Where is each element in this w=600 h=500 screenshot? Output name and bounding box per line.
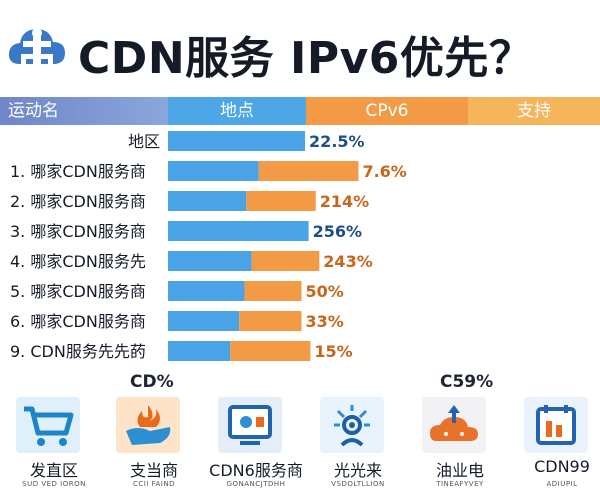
feature-card[interactable]: CDN99 ADIUPIL (512, 393, 600, 500)
bar-chart-svg: 地区 22.5% 1. 哪家CDN服务商 7.6% 2. 哪家CDN服务商 214% 3. … (10, 131, 407, 361)
bar-orange (244, 281, 302, 301)
card-sub: TINEAFYVEY (436, 480, 484, 488)
summary-right: C59% (440, 372, 494, 392)
card-sub: ADIUPIL (546, 480, 578, 488)
bar-blue (168, 191, 247, 211)
feature-card[interactable]: CDN6服务商 GONANCJTDHH (206, 393, 306, 500)
category-label: 3. 哪家CDN服务商 (10, 222, 146, 241)
summary-row: CD% C59% (0, 372, 600, 394)
category-label: 地区 (128, 132, 160, 151)
bar-blue (168, 281, 245, 301)
bar-chart: 地区 22.5% 1. 哪家CDN服务商 7.6% 2. 哪家CDN服务商 214% 3. … (0, 125, 600, 365)
category-label: 4. 哪家CDN服务先 (10, 252, 146, 271)
value-label: 15% (314, 342, 352, 361)
card-label: 支当商 (129, 461, 178, 480)
category-label: 9. CDN服务先先菂 (10, 342, 146, 361)
bar-blue (168, 341, 231, 361)
column-header-support: 支持 (468, 97, 600, 125)
card-label: 发直区 (29, 461, 78, 480)
cloud-upload-icon (422, 397, 486, 453)
feature-card[interactable]: 支当商 CCII FAIND (104, 393, 204, 500)
bar-orange (258, 161, 359, 181)
card-label: CDN6服务商 (209, 461, 303, 480)
value-label: 33% (306, 312, 344, 331)
card-sub: VSDOLTLLION (331, 480, 385, 488)
card-sub: SUD VED IORON (22, 480, 86, 488)
feature-card[interactable]: 光光来 VSDOLTLLION (308, 393, 408, 500)
value-label: 214% (320, 192, 369, 211)
card-label: CDN99 (534, 457, 590, 476)
column-header: 运动名 地点 CPv6 支持 (0, 97, 600, 125)
card-sub: CCII FAIND (133, 480, 175, 488)
category-label: 2. 哪家CDN服务商 (10, 192, 146, 211)
value-label: 243% (323, 252, 372, 271)
feature-cards: 发直区 SUD VED IORON 支当商 CCII FAIND CDN6服务商… (0, 393, 600, 500)
bar-orange (230, 341, 311, 361)
value-label: 7.6% (362, 162, 406, 181)
bar-blue (168, 161, 259, 181)
feature-card[interactable]: 油业电 TINEAFYVEY (410, 393, 510, 500)
bar-blue (168, 251, 252, 271)
server-monitor-icon (218, 397, 282, 453)
shopping-cart-icon (16, 397, 80, 453)
value-label: 256% (313, 222, 362, 241)
hand-fire-icon (116, 397, 180, 453)
category-label: 1. 哪家CDN服务商 (10, 162, 146, 181)
cloud-network-icon (8, 28, 65, 67)
card-label: 光光来 (333, 461, 382, 480)
column-header-name: 运动名 (0, 97, 168, 125)
bar-orange (239, 311, 302, 331)
bar-orange (246, 191, 316, 211)
column-header-cpv6: CPv6 (306, 97, 468, 125)
bar-blue (168, 221, 309, 241)
category-label: 5. 哪家CDN服务商 (10, 282, 146, 301)
card-label: 油业电 (435, 461, 484, 480)
signal-broadcast-icon (320, 397, 384, 453)
value-label: 22.5% (309, 132, 365, 151)
column-header-location: 地点 (168, 97, 306, 125)
value-label: 50% (306, 282, 344, 301)
feature-card[interactable]: 发直区 SUD VED IORON (4, 393, 104, 500)
summary-left: CD% (130, 372, 174, 392)
category-label: 6. 哪家CDN服务商 (10, 312, 146, 331)
header: CDN服务 IPv6优先？ (0, 0, 600, 92)
page-title: CDN服务 IPv6优先？ (78, 33, 534, 84)
bar-blue (168, 311, 240, 331)
calendar-chart-icon (524, 397, 588, 453)
bar-orange (251, 251, 320, 271)
card-sub: GONANCJTDHH (226, 480, 286, 488)
bar-blue (168, 131, 306, 151)
